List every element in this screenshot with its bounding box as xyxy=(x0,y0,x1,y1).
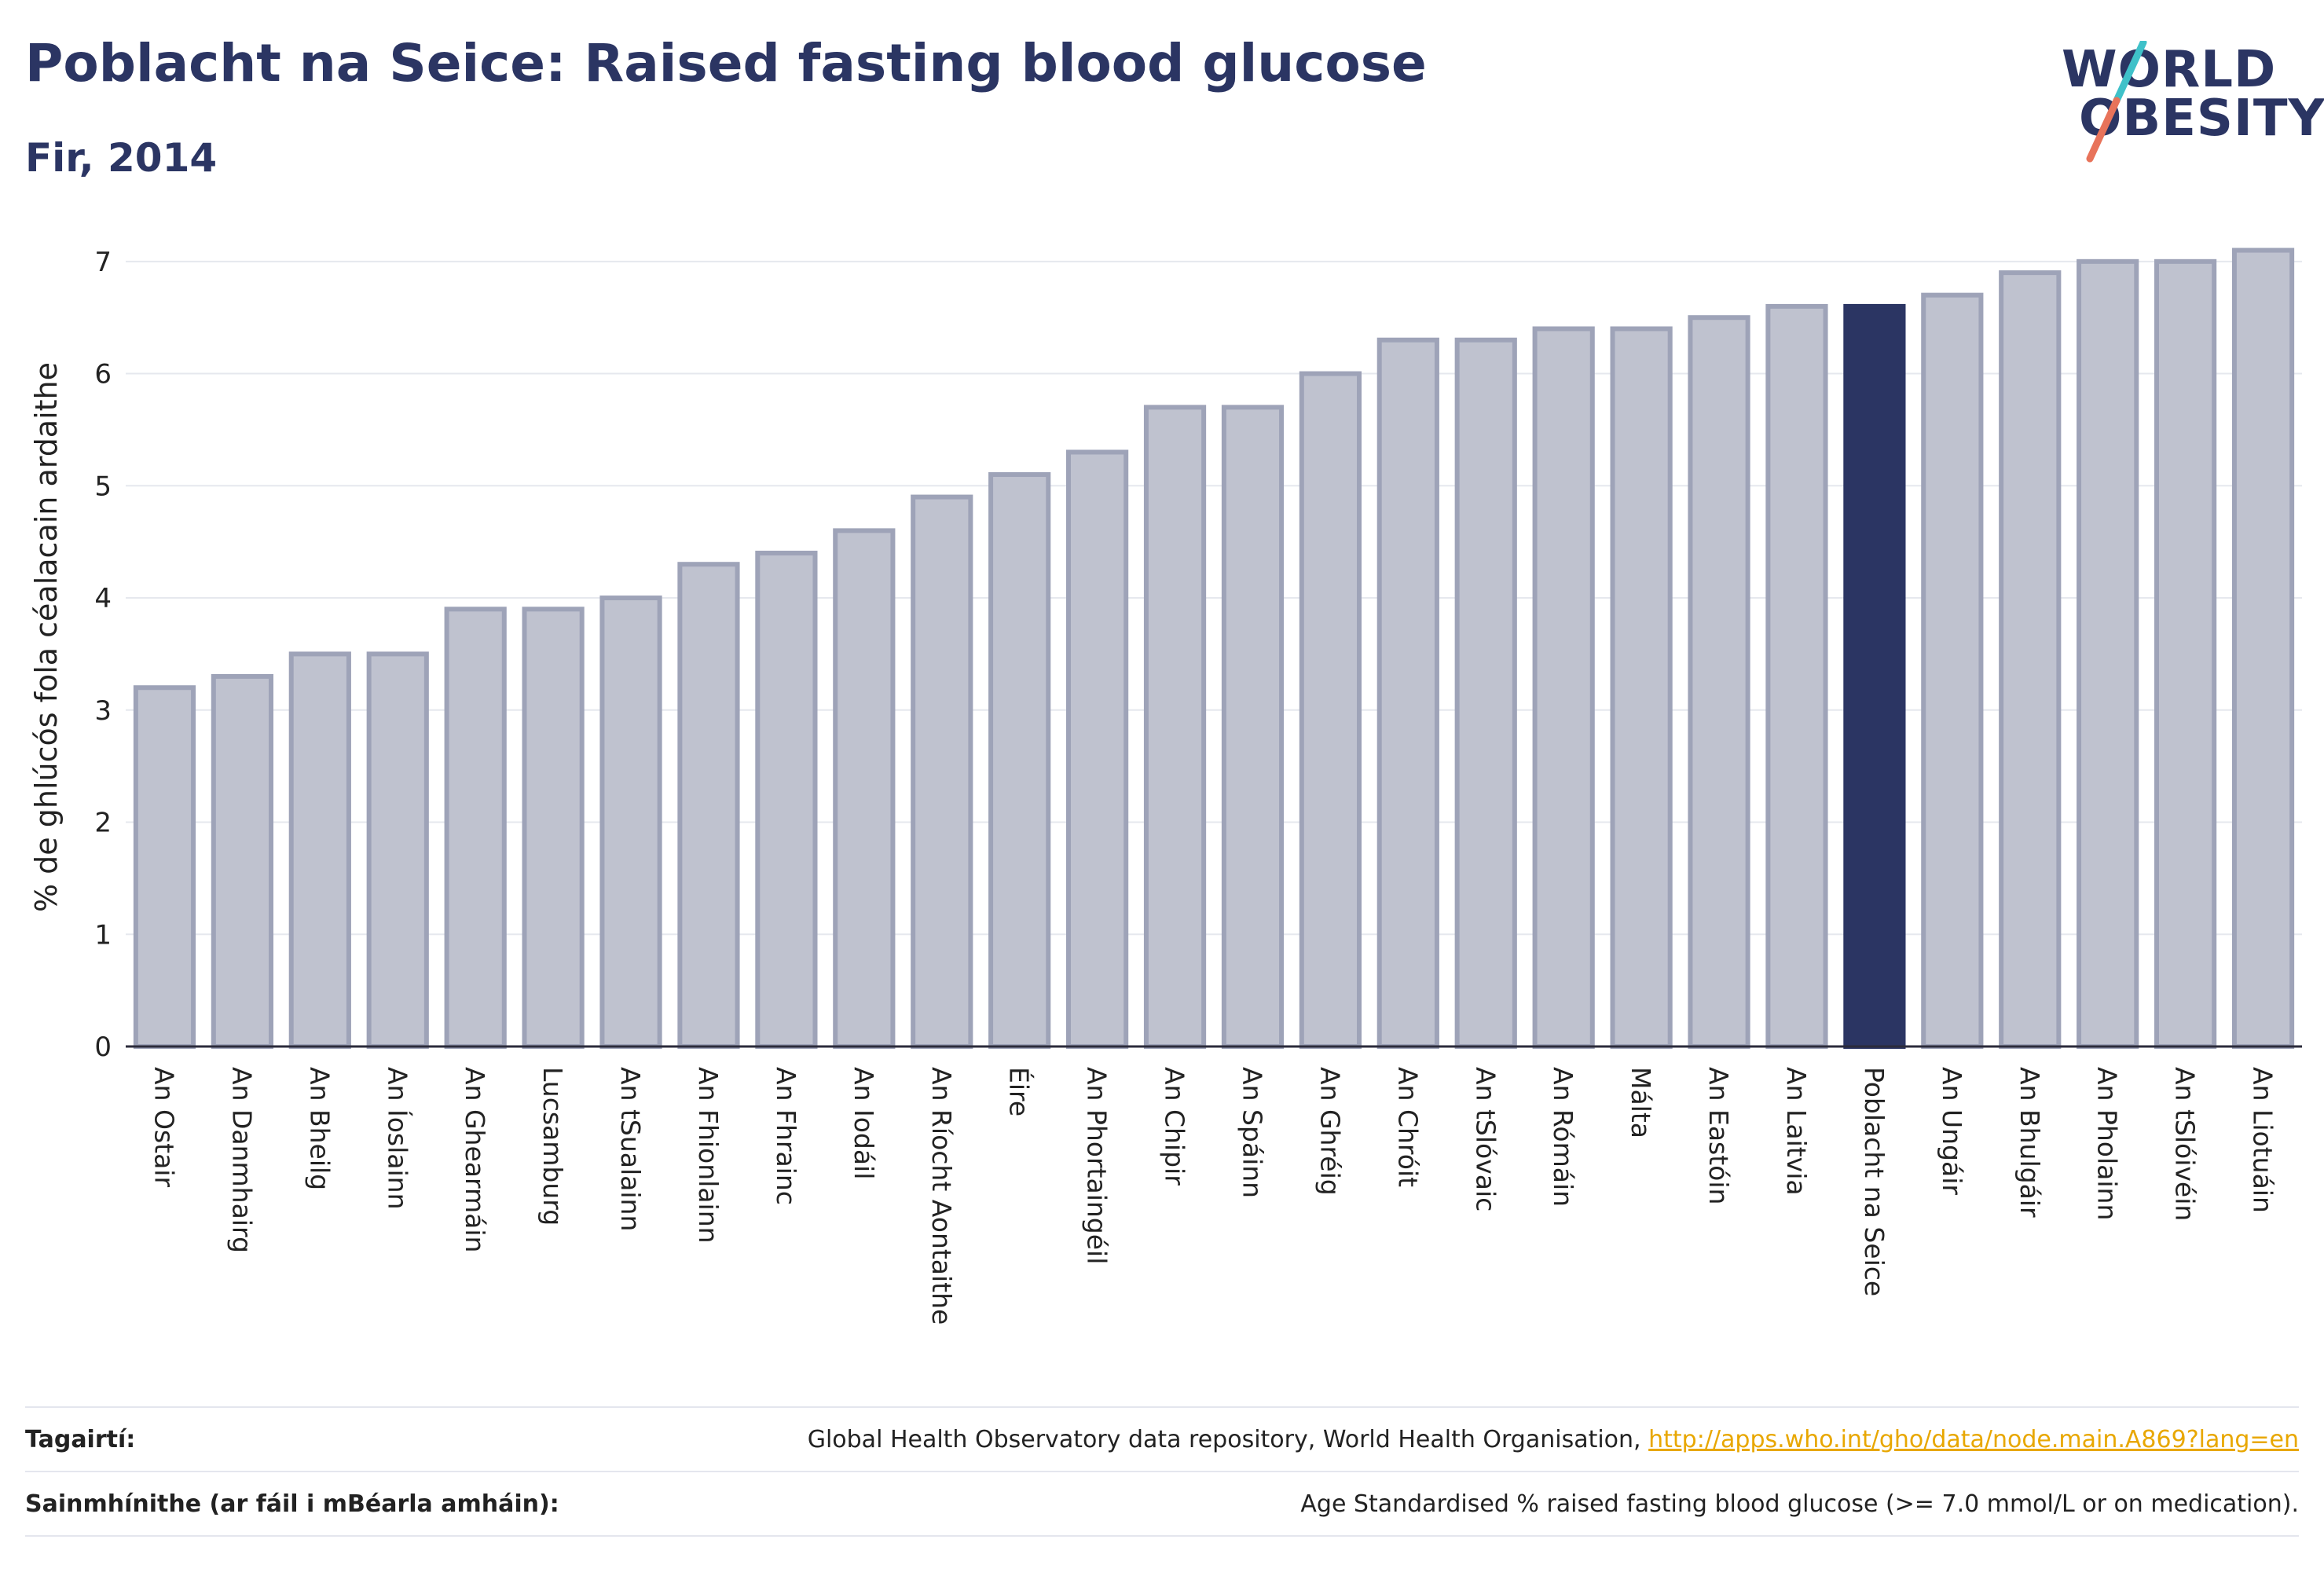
x-category-label: An Liotuáin xyxy=(2248,1067,2278,1213)
page-subtitle: Fir, 2014 xyxy=(25,135,218,181)
references-link[interactable]: http://apps.who.int/gho/data/node.main.A… xyxy=(1648,1425,2299,1453)
x-category-label: An Íoslainn xyxy=(382,1067,413,1209)
x-category-label: An Bheilg xyxy=(304,1067,335,1190)
definitions-value: Age Standardised % raised fasting blood … xyxy=(1300,1490,2299,1518)
x-category-label: An Spáinn xyxy=(1237,1067,1267,1198)
logo-word-world: WORLD xyxy=(2062,41,2277,99)
x-category-label: An Iodáil xyxy=(849,1067,879,1179)
y-tick-label: 1 xyxy=(94,919,112,951)
y-axis-label: % de ghlúcós fola céalacain ardaithe xyxy=(29,362,64,912)
bar xyxy=(133,685,196,1049)
y-tick-label: 5 xyxy=(94,471,112,502)
x-category-label: An Laitvia xyxy=(1781,1067,1812,1196)
bar xyxy=(988,472,1051,1049)
y-tick-label: 4 xyxy=(94,583,112,614)
x-category-label: An Eastóin xyxy=(1703,1067,1734,1204)
x-category-label: Éire xyxy=(1004,1067,1036,1116)
x-category-label: An Chróit xyxy=(1392,1067,1423,1187)
bar xyxy=(2077,258,2139,1050)
bar xyxy=(1143,405,1207,1049)
bar xyxy=(2154,258,2217,1050)
bar xyxy=(833,528,896,1049)
x-category-label: An Ghearmáin xyxy=(460,1067,490,1252)
x-category-label: Poblacht na Seice xyxy=(1859,1067,1890,1296)
x-category-label: An Rómáin xyxy=(1548,1067,1578,1207)
bar xyxy=(1066,449,1129,1049)
footer-references-row: Tagairtí: Global Health Observatory data… xyxy=(25,1406,2299,1471)
x-category-label: An Ostair xyxy=(148,1067,179,1187)
world-obesity-logo: WORLD OBESITY xyxy=(2051,41,2324,167)
x-category-label: Lucsamburg xyxy=(537,1067,568,1226)
bar xyxy=(677,562,740,1049)
bar xyxy=(1765,303,1828,1050)
x-category-label: An Ríocht Aontaithe xyxy=(926,1067,957,1325)
x-category-label: Málta xyxy=(1626,1067,1656,1138)
bar xyxy=(755,550,818,1049)
references-value: Global Health Observatory data repositor… xyxy=(808,1426,2299,1453)
logo-slash-icon xyxy=(2086,41,2147,163)
y-axis-ticks: 0 1 2 3 4 5 6 7 xyxy=(94,247,112,1063)
y-tick-label: 6 xyxy=(94,359,112,390)
y-tick-label: 7 xyxy=(94,247,112,278)
bar xyxy=(1921,292,1984,1049)
x-category-label: An tSlóvaic xyxy=(1470,1067,1501,1211)
bar-highlighted xyxy=(1843,303,1906,1050)
x-category-label: An Pholainn xyxy=(2092,1067,2123,1220)
bar xyxy=(599,596,662,1049)
bar xyxy=(1376,337,1439,1049)
x-axis-category-labels: An Ostair An Danmhairg An Bheilg An Íoslain… xyxy=(148,1067,2278,1325)
references-label: Tagairtí: xyxy=(25,1425,136,1453)
references-text: Global Health Observatory data repositor… xyxy=(807,1425,1641,1453)
definitions-label: Sainmhínithe (ar fáil i mBéarla amháin): xyxy=(25,1490,559,1518)
x-category-label: An Danmhairg xyxy=(226,1067,257,1253)
footer-definitions-row: Sainmhínithe (ar fáil i mBéarla amháin):… xyxy=(25,1471,2299,1537)
bar xyxy=(1610,326,1673,1049)
bar xyxy=(1532,326,1595,1049)
x-category-label: An Bhulgáir xyxy=(2014,1067,2045,1218)
bar xyxy=(1688,315,1750,1049)
x-category-label: An Fhrainc xyxy=(771,1067,801,1205)
bar xyxy=(1221,405,1285,1049)
bar xyxy=(211,673,273,1050)
bar xyxy=(366,651,429,1049)
bar xyxy=(522,607,585,1049)
x-category-label: An Ungáir xyxy=(1937,1067,1967,1195)
x-category-label: An tSlóivéin xyxy=(2170,1067,2201,1221)
x-category-label: An Fhionlainn xyxy=(693,1067,724,1244)
x-category-label: An Chipir xyxy=(1160,1067,1190,1186)
bar xyxy=(1454,337,1517,1049)
y-tick-label: 0 xyxy=(94,1032,112,1063)
chart-bars xyxy=(133,247,2295,1050)
bar xyxy=(2231,247,2295,1049)
bar xyxy=(288,651,351,1049)
bar xyxy=(911,494,973,1049)
page-title: Poblacht na Seice: Raised fasting blood … xyxy=(25,33,1427,93)
x-category-label: An tSualainn xyxy=(615,1067,646,1231)
bar xyxy=(1299,371,1362,1049)
bar xyxy=(444,607,507,1049)
x-category-label: An Ghréig xyxy=(1314,1067,1345,1196)
x-category-label: An Phortaingéil xyxy=(1082,1067,1113,1264)
bar xyxy=(1999,270,2062,1049)
y-tick-label: 2 xyxy=(94,808,112,839)
y-tick-label: 3 xyxy=(94,695,112,727)
